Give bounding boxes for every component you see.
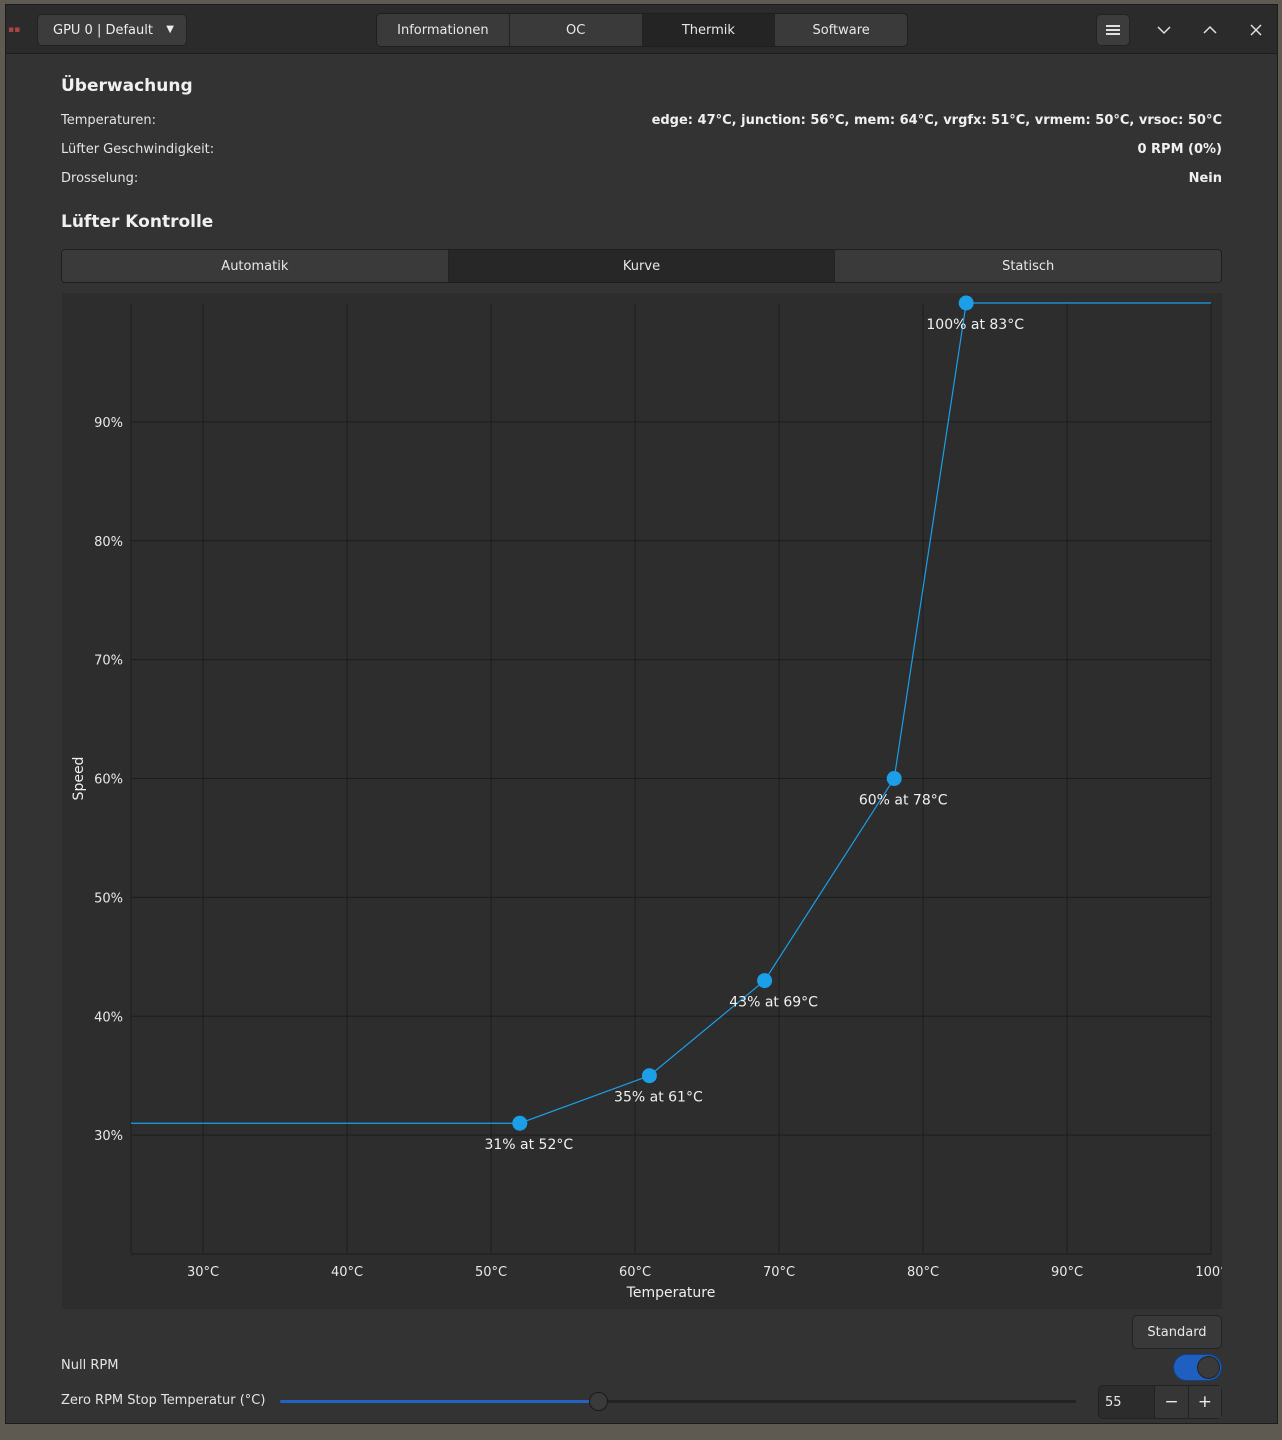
chevron-up-icon xyxy=(1203,25,1217,34)
temperatures-label: Temperaturen: xyxy=(61,113,156,128)
standard-button[interactable]: Standard xyxy=(1132,1315,1222,1349)
x-tick-label: 60°C xyxy=(619,1265,651,1280)
close-icon xyxy=(1250,24,1262,36)
y-tick-label: 50% xyxy=(94,891,123,906)
point-label: 60% at 78°C xyxy=(859,793,948,809)
y-tick-label: 60% xyxy=(94,773,123,788)
point-label: 31% at 52°C xyxy=(484,1137,573,1153)
header-bar: ▪▪ GPU 0 | Default ▼ Informationen OC Th… xyxy=(6,5,1277,54)
decrement-button[interactable]: − xyxy=(1155,1386,1188,1418)
fan-speed-label: Lüfter Geschwindigkeit: xyxy=(61,142,215,157)
x-axis-label: Temperature xyxy=(626,1285,716,1301)
y-tick-label: 40% xyxy=(94,1010,123,1025)
y-tick-label: 30% xyxy=(94,1129,123,1144)
mode-kurve[interactable]: Kurve xyxy=(448,250,836,282)
temperatures-value: edge: 47°C, junction: 56°C, mem: 64°C, v… xyxy=(651,113,1222,128)
x-tick-label: 80°C xyxy=(907,1265,939,1280)
zero-rpm-label: Null RPM xyxy=(61,1358,119,1373)
y-tick-label: 90% xyxy=(94,416,123,431)
stop-temp-slider[interactable] xyxy=(280,1389,1076,1413)
stop-temp-label: Zero RPM Stop Temperatur (°C) xyxy=(61,1393,266,1408)
monitoring-title: Überwachung xyxy=(61,76,193,96)
tab-informationen[interactable]: Informationen xyxy=(377,14,510,46)
y-axis-label: Speed xyxy=(71,757,87,801)
x-tick-label: 90°C xyxy=(1051,1265,1083,1280)
stop-temp-input[interactable]: 55 xyxy=(1099,1386,1156,1418)
curve-point xyxy=(641,1068,657,1084)
increment-button[interactable]: + xyxy=(1187,1386,1221,1418)
tab-oc[interactable]: OC xyxy=(509,14,643,46)
point-label: 100% at 83°C xyxy=(926,317,1024,333)
curve-point xyxy=(958,295,974,311)
x-tick-label: 100° xyxy=(1195,1265,1222,1280)
slider-fill xyxy=(280,1400,599,1403)
fan-speed-row: Lüfter Geschwindigkeit: 0 RPM (0%) xyxy=(61,142,1222,162)
caret-down-icon: ▼ xyxy=(166,24,174,35)
plus-icon: + xyxy=(1197,1392,1212,1412)
y-tick-label: 70% xyxy=(94,654,123,669)
curve-point xyxy=(757,973,773,989)
maximize-button[interactable] xyxy=(1193,14,1227,46)
menu-button[interactable] xyxy=(1096,14,1130,46)
fan-curve-svg: 30°C 40°C 50°C 60°C 70°C 80°C 90°C 100° 30% 40% 50… xyxy=(71,295,1222,1301)
mode-automatik[interactable]: Automatik xyxy=(62,250,449,282)
minimize-button[interactable] xyxy=(1147,14,1181,46)
fan-curve-chart[interactable]: 30°C 40°C 50°C 60°C 70°C 80°C 90°C 100° 30% 40% 50… xyxy=(62,293,1222,1309)
gpu-selector-label: GPU 0 | Default xyxy=(53,22,153,38)
fan-speed-value: 0 RPM (0%) xyxy=(1137,142,1222,157)
minus-icon: − xyxy=(1164,1392,1179,1412)
curve-line xyxy=(131,302,1211,1124)
hamburger-icon xyxy=(1106,25,1120,35)
tab-thermik[interactable]: Thermik xyxy=(642,14,776,46)
temperatures-row: Temperaturen: edge: 47°C, junction: 56°C… xyxy=(61,113,1222,133)
tab-software[interactable]: Software xyxy=(775,14,907,46)
mode-statisch[interactable]: Statisch xyxy=(835,250,1221,282)
app-icon: ▪▪ xyxy=(8,25,21,35)
close-button[interactable] xyxy=(1239,14,1273,46)
zero-rpm-toggle[interactable] xyxy=(1173,1354,1222,1381)
x-tick-label: 40°C xyxy=(331,1265,363,1280)
stop-temp-spinbutton: 55 − + xyxy=(1098,1385,1222,1419)
slider-thumb[interactable] xyxy=(589,1392,609,1411)
x-tick-label: 70°C xyxy=(763,1265,795,1280)
throttling-value: Nein xyxy=(1188,171,1222,186)
throttling-label: Drosselung: xyxy=(61,171,139,186)
fan-control-title: Lüfter Kontrolle xyxy=(61,212,214,232)
main-tabs: Informationen OC Thermik Software xyxy=(376,13,908,47)
chevron-down-icon xyxy=(1157,26,1171,35)
slider-track xyxy=(280,1400,1076,1403)
fan-mode-tabs: Automatik Kurve Statisch xyxy=(61,249,1222,283)
app-window: ▪▪ GPU 0 | Default ▼ Informationen OC Th… xyxy=(5,4,1278,1424)
point-label: 35% at 61°C xyxy=(614,1090,703,1106)
x-tick-label: 30°C xyxy=(187,1265,219,1280)
curve-point xyxy=(512,1115,528,1131)
throttling-row: Drosselung: Nein xyxy=(61,171,1222,191)
x-tick-label: 50°C xyxy=(475,1265,507,1280)
point-label: 43% at 69°C xyxy=(729,995,818,1011)
curve-point xyxy=(886,771,902,786)
gpu-selector[interactable]: GPU 0 | Default ▼ xyxy=(37,14,187,46)
toggle-knob xyxy=(1197,1356,1220,1379)
y-tick-label: 80% xyxy=(94,535,123,550)
